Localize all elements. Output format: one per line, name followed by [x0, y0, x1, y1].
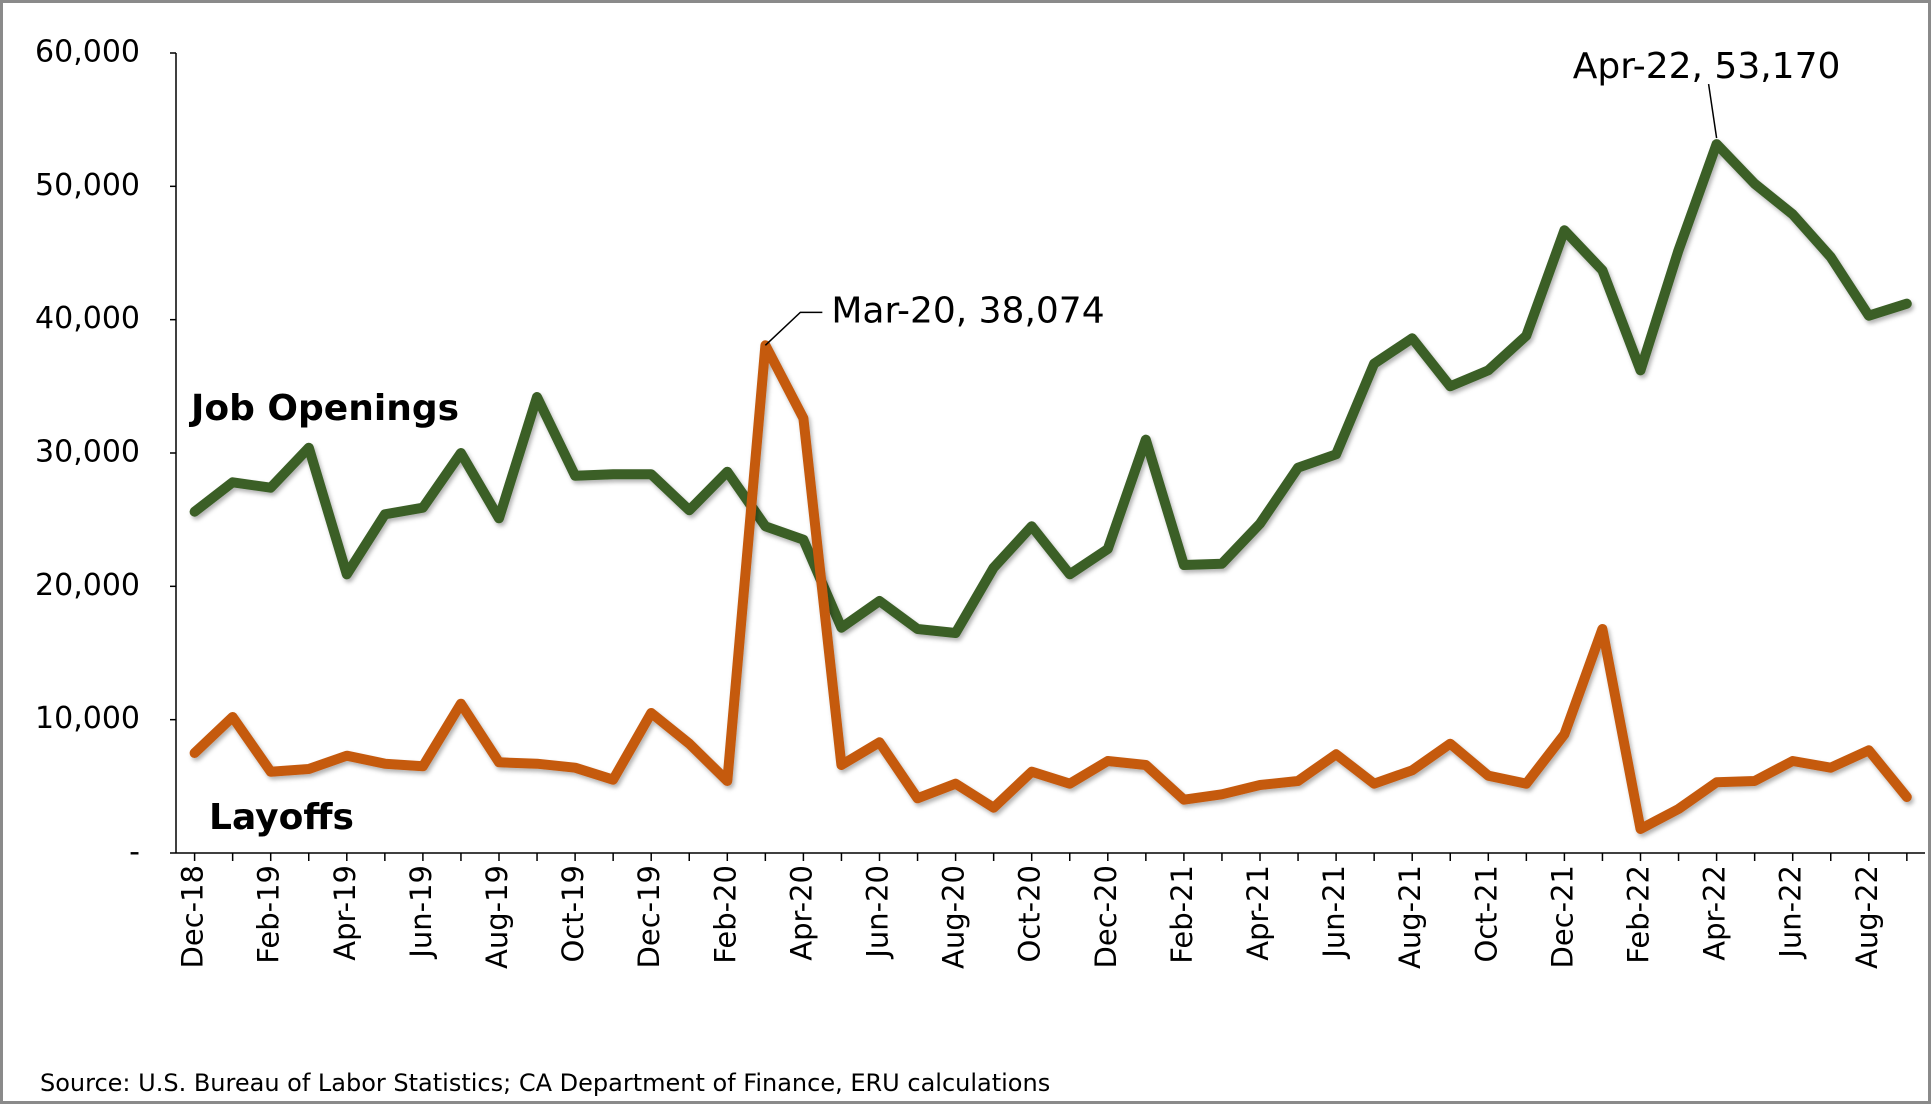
y-tick-label: 20,000 [35, 568, 140, 603]
series-label: Job Openings [188, 388, 459, 429]
x-tick-label: Feb-19 [252, 865, 286, 964]
x-tick-label: Jun-20 [861, 865, 895, 960]
y-tick-label: 30,000 [35, 435, 140, 470]
x-tick-label: Dec-21 [1545, 865, 1579, 968]
x-tick-label: Dec-19 [632, 865, 666, 968]
x-tick-label: Aug-20 [937, 865, 971, 969]
y-tick-label: 60,000 [35, 35, 140, 70]
x-tick-label: Feb-21 [1165, 865, 1199, 964]
source: Source: U.S. Bureau of Labor Statistics;… [40, 1069, 1050, 1097]
x-tick-label: Aug-19 [480, 865, 514, 969]
x-tick-label: Apr-19 [328, 865, 362, 961]
x-tick-label: Apr-21 [1241, 865, 1275, 961]
x-tick-label: Aug-21 [1393, 865, 1427, 969]
x-tick-label: Feb-20 [708, 865, 742, 964]
annotation-leader [1707, 83, 1718, 139]
series-line [189, 139, 1912, 638]
x-tick-label: Feb-22 [1622, 865, 1656, 964]
x-tick-label: Dec-18 [176, 865, 210, 968]
x-tick-label: Apr-22 [1698, 865, 1732, 961]
x-tick-label: Aug-22 [1850, 865, 1884, 969]
x-tick-label: Dec-20 [1089, 865, 1123, 968]
series-label: Layoffs [209, 797, 354, 838]
y-tick-label: 40,000 [35, 301, 140, 336]
data-label: Apr-22, 53,170 [1573, 46, 1841, 87]
x-tick-label: Jun-21 [1317, 865, 1351, 960]
x-tick-label: Oct-19 [556, 865, 590, 963]
x-tick-label: Apr-20 [784, 865, 818, 961]
annotation-leader [764, 311, 823, 346]
x-tick-label: Jun-19 [404, 865, 438, 960]
x-tick-label: Jun-22 [1774, 865, 1808, 960]
y-tick-label: 10,000 [35, 701, 140, 736]
y-tick-label: - [129, 835, 140, 870]
x-tick-label: Oct-21 [1469, 865, 1503, 963]
x-tick-label: Oct-20 [1013, 865, 1047, 963]
y-tick-label: 50,000 [35, 168, 140, 203]
series-line [189, 340, 1912, 834]
data-label: Mar-20, 38,074 [831, 290, 1104, 331]
